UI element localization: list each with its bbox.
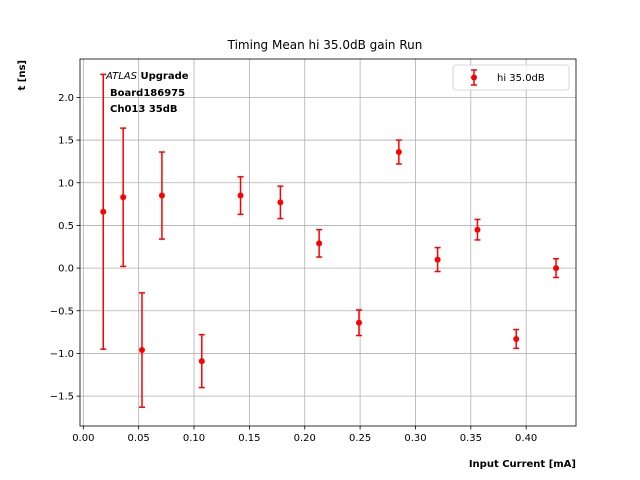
point-marker bbox=[198, 358, 205, 365]
annotation-board: Board186975 bbox=[110, 88, 185, 99]
point-marker bbox=[120, 194, 127, 201]
annotation-line1: ATLAS Upgrade bbox=[105, 71, 189, 82]
data-point bbox=[139, 292, 145, 408]
data-point bbox=[474, 218, 481, 241]
atlas-annotation: ATLAS Upgrade Board186975 Ch013 35dB bbox=[105, 71, 189, 115]
x-tick-label: 0.15 bbox=[238, 433, 260, 444]
y-tick-label: −1.5 bbox=[50, 392, 74, 403]
x-tick-label: 0.35 bbox=[460, 433, 482, 444]
x-tick-label: 0.20 bbox=[294, 433, 316, 444]
legend: hi 35.0dB bbox=[452, 64, 570, 91]
point-marker bbox=[277, 199, 284, 206]
data-point bbox=[100, 73, 107, 350]
y-axis-label: t [ns] bbox=[17, 60, 28, 90]
point-marker bbox=[139, 347, 145, 354]
x-tick-label: 0.30 bbox=[404, 433, 426, 444]
data-point bbox=[120, 127, 127, 268]
chart-title: Timing Mean hi 35.0dB gain Run bbox=[227, 38, 423, 52]
y-axis-ticks: −1.5 −1.0 −0.5 0.0 0.5 1.0 1.5 2.0 bbox=[50, 93, 80, 403]
y-tick-label: −1.0 bbox=[50, 349, 74, 360]
annotation-channel: Ch013 35dB bbox=[110, 104, 178, 115]
point-marker bbox=[100, 208, 107, 215]
y-tick-label: 0.0 bbox=[58, 264, 74, 275]
grid bbox=[80, 59, 576, 426]
point-marker bbox=[237, 192, 244, 199]
legend-box bbox=[452, 64, 570, 91]
data-point bbox=[513, 328, 520, 350]
point-marker bbox=[513, 335, 520, 342]
data-point bbox=[434, 246, 441, 273]
data-point bbox=[158, 151, 165, 240]
point-marker bbox=[474, 226, 481, 233]
y-tick-label: 1.0 bbox=[58, 178, 74, 189]
y-tick-label: −0.5 bbox=[50, 306, 74, 317]
data-point bbox=[356, 309, 362, 337]
legend-label: hi 35.0dB bbox=[497, 73, 545, 84]
x-tick-label: 0.40 bbox=[515, 433, 537, 444]
plot-frame bbox=[79, 58, 577, 427]
data-point bbox=[198, 333, 205, 389]
x-axis-ticks: 0.00 0.05 0.10 0.15 0.20 0.25 0.30 0.35 0.40 bbox=[72, 426, 537, 444]
legend-marker-icon bbox=[471, 74, 477, 81]
point-marker bbox=[434, 256, 441, 263]
data-points bbox=[100, 73, 560, 408]
atlas-label: ATLAS bbox=[105, 71, 138, 82]
x-tick-label: 0.10 bbox=[183, 433, 205, 444]
x-axis-label: Input Current [mA] bbox=[469, 459, 576, 470]
y-tick-label: 2.0 bbox=[58, 93, 74, 104]
point-marker bbox=[316, 240, 323, 247]
x-tick-label: 0.25 bbox=[349, 433, 371, 444]
point-marker bbox=[553, 265, 560, 272]
data-point bbox=[553, 257, 560, 279]
data-point bbox=[237, 176, 244, 216]
point-marker bbox=[356, 319, 362, 326]
point-marker bbox=[158, 192, 165, 199]
x-tick-label: 0.00 bbox=[72, 433, 94, 444]
data-point bbox=[277, 185, 284, 220]
x-tick-label: 0.05 bbox=[128, 433, 150, 444]
y-tick-label: 1.5 bbox=[58, 136, 74, 147]
point-marker bbox=[395, 149, 402, 156]
data-point bbox=[395, 139, 402, 165]
data-point bbox=[316, 228, 323, 258]
upgrade-label: Upgrade bbox=[140, 71, 188, 82]
y-tick-label: 0.5 bbox=[58, 221, 74, 232]
